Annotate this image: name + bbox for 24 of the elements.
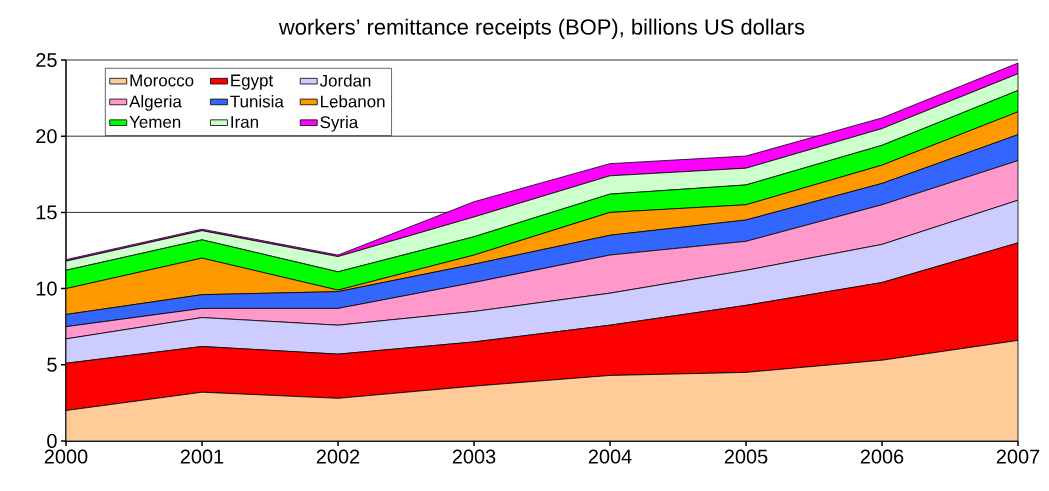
legend-label: Algeria <box>129 95 182 111</box>
legend-label: Morocco <box>130 74 194 87</box>
x-tick-label: 2002 <box>316 449 360 464</box>
y-tick-label: 5 <box>47 357 57 372</box>
legend-label: Iran <box>231 116 258 128</box>
y-tick-label: 25 <box>36 52 57 68</box>
legend-label: Jordan <box>319 74 371 87</box>
y-tick-label: 0 <box>47 433 57 449</box>
x-tick-label: 2000 <box>44 449 88 464</box>
legend-label: Syria <box>320 115 359 132</box>
x-tick-label: 2006 <box>860 449 904 464</box>
x-tick-label: 2007 <box>996 449 1040 464</box>
legend-label: Egypt <box>231 74 274 90</box>
x-tick-label: 2004 <box>588 449 632 464</box>
y-tick-label: 20 <box>36 129 57 144</box>
x-tick-label: 2005 <box>724 449 768 464</box>
chart-title: workers’ remittance receipts (BOP), billions US dollars <box>278 18 805 40</box>
y-tick-label: 10 <box>36 281 57 296</box>
x-tick-label: 2003 <box>452 449 496 464</box>
legend-label: Yemen <box>129 116 181 128</box>
y-tick-label: 15 <box>36 205 57 220</box>
x-tick-label: 2001 <box>180 449 224 464</box>
legend-label: Lebanon <box>321 95 385 108</box>
legend-label: Tunisia <box>230 95 284 108</box>
